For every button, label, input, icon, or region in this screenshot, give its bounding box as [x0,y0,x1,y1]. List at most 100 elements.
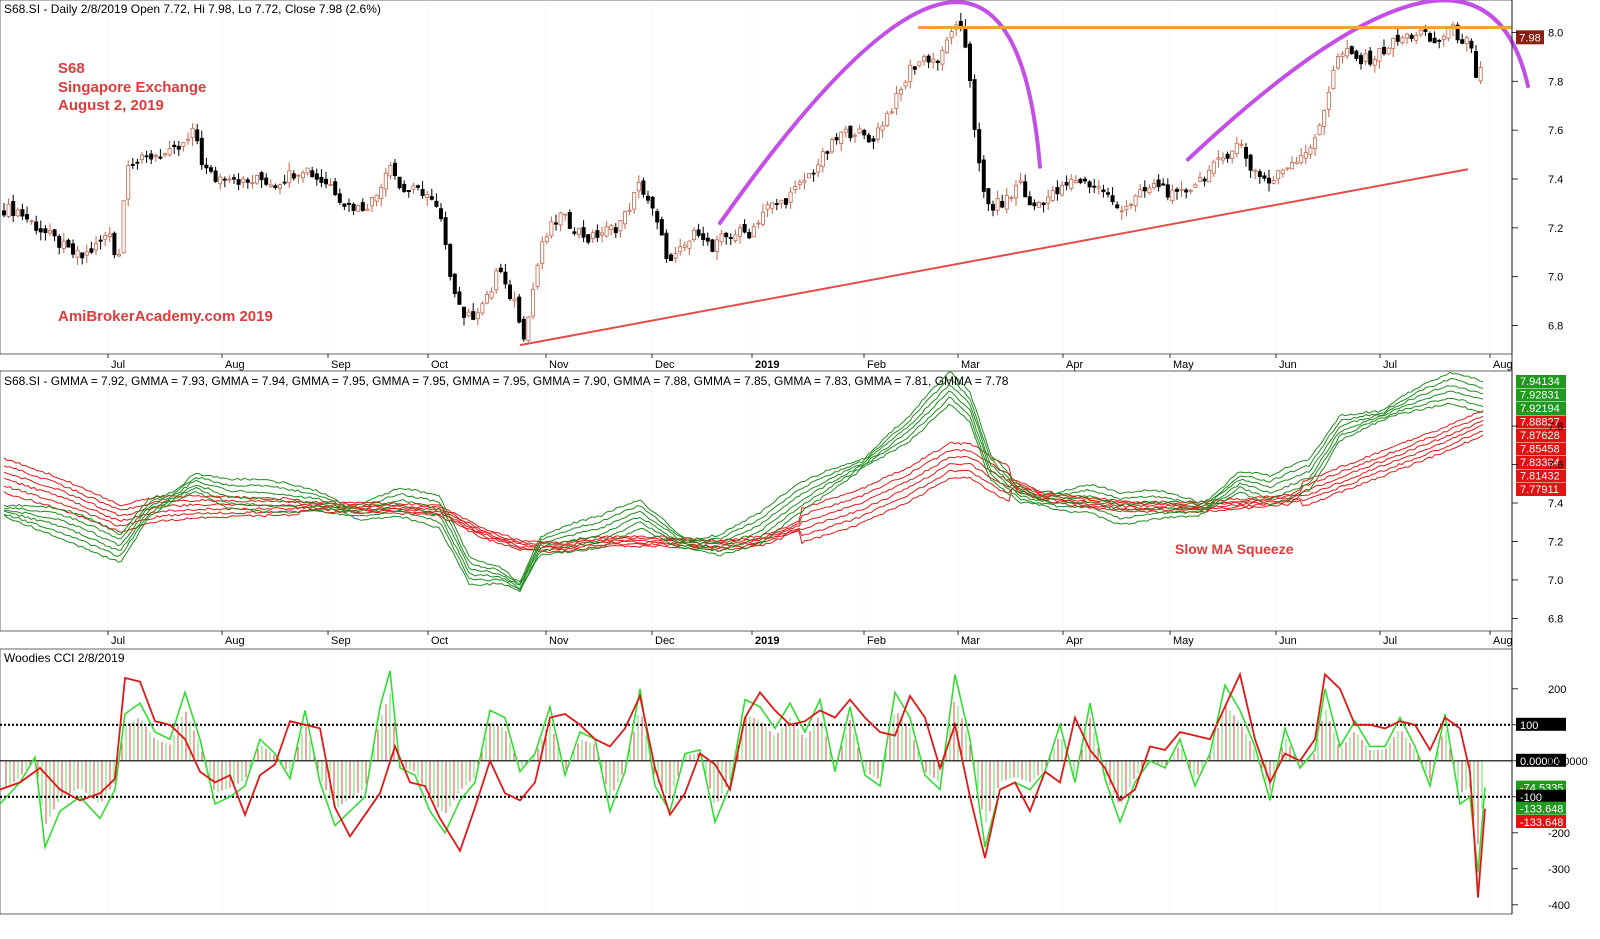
cci-value-label: -133.648 [1520,817,1563,829]
gmma-legend-symbol: S68.SI - [4,374,51,388]
left-arc [718,0,1042,225]
candle-body [310,170,315,178]
candle-body [149,153,154,160]
candle-body [475,312,480,320]
candle-body [1009,197,1014,200]
candle-body [623,211,628,225]
candle-body [830,139,835,153]
gmma-value-label: 7.81432 [1520,471,1560,483]
candle-body [15,209,20,217]
month-label: Jun [1279,359,1297,371]
gmma-legend-prefix: S68.SI - GMMA = 7.92, GMMA = 7.93, GMMA … [4,374,1009,388]
candle-body [710,239,715,252]
candle-body [328,184,333,186]
price-pane[interactable]: 7.98 S68.SI - Daily 2/8/2019 Open 7.72, … [0,0,1544,355]
candle-body [521,318,526,340]
candle-body [1188,189,1193,192]
gmma-value-label: 7.83384 [1520,457,1560,469]
gmma-short-line [3,378,1484,586]
candle-body [632,192,637,210]
candle-body [158,156,163,159]
candle-body [443,217,448,246]
candle-body [323,178,328,185]
month-label: Jul [1383,359,1397,371]
candle-body [181,142,186,147]
candle-body [190,127,195,139]
candle-body [917,61,922,67]
candle-body [590,232,595,240]
candle-body [715,239,720,252]
month-label: Aug [225,635,245,647]
y-tick-label: 100 [1548,792,1566,804]
cci-value-label: 0.00000 [1520,756,1560,768]
candle-body [1280,169,1285,174]
month-label: Sep [331,359,351,371]
candle-body [139,154,144,160]
candle-body [1349,46,1354,54]
candle-body [609,225,614,231]
candle-body [843,128,848,133]
candle-body [429,196,434,200]
annot-squeeze: Slow MA Squeeze [1175,541,1294,557]
candle-body [1432,37,1437,44]
candle-body [503,271,508,285]
candle-body [531,289,536,317]
gmma-long-line [3,430,1484,551]
candle-body [480,303,485,314]
candle-body [1455,24,1460,41]
tcci-line [0,670,1486,873]
candle-body [1423,29,1428,32]
month-label: Oct [431,359,448,371]
candle-body [848,125,853,139]
candle-body [1165,184,1170,198]
candle-body [20,209,25,217]
candle-body [452,273,457,295]
candle-body [484,293,489,304]
candle-body [1326,91,1331,110]
candle-body [305,167,310,174]
candle-body [1184,189,1189,193]
candle-body [1124,205,1129,211]
gmma-value-label: 7.85458 [1520,444,1560,456]
price-overlays: 7.98 [519,0,1544,347]
candle-body [1119,210,1124,213]
candle-body [1225,153,1230,159]
gmma-value-label: 7.92194 [1520,403,1560,415]
candle-body [770,202,775,209]
candle-body [392,162,397,177]
candle-body [747,231,752,239]
y-tick-label: 0.00000 [1548,756,1588,768]
candle-body [360,202,365,211]
candle-body [273,185,278,188]
candle-body [268,184,273,187]
candle-body [540,241,545,264]
month-label: May [1173,635,1194,647]
cci-value-label-bg [1516,717,1566,731]
candle-body [98,239,103,242]
candle-body [1193,184,1198,188]
price-title: S68.SI - Daily 2/8/2019 Open 7.72, Hi 7.… [4,2,381,16]
candle-body [75,249,80,258]
candle-body [1441,35,1446,40]
candle-body [1363,53,1368,62]
candle-body [972,79,977,130]
candle-body [66,239,71,248]
candle-body [1285,167,1290,170]
gmma-value-label-bg [1516,442,1566,456]
month-label: Aug [1493,635,1513,647]
y-tick-label: 7.6 [1548,460,1563,472]
candle-body [6,203,11,217]
candle-body [374,194,379,202]
month-label: Feb [867,635,886,647]
candle-body [369,197,374,207]
candle-body [172,144,177,148]
cci-value-label-bg [1516,789,1566,803]
candle-body [425,194,430,199]
cci-value-label: 100 [1520,720,1538,732]
candle-body [1345,48,1350,57]
candle-body [222,178,227,181]
month-label: Dec [655,635,675,647]
